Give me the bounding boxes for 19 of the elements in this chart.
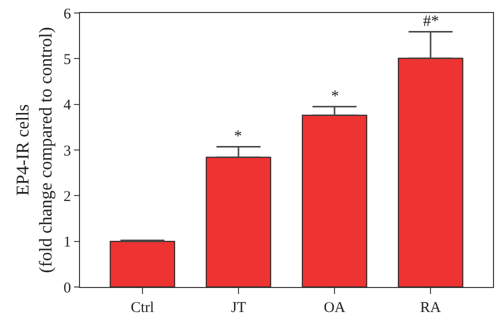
y-tick-label: 5 [64,52,71,68]
y-tick-label: 6 [64,6,72,22]
y-axis-title: EP4-IR cells (fold change compared to control) [12,27,56,273]
bar [398,58,464,287]
y-tick-label: 3 [64,143,71,160]
x-tick-label: Ctrl [130,300,154,316]
annotation: #* [423,13,439,30]
y-tick-label: 2 [64,188,71,205]
y-tick-label: 4 [64,98,72,114]
annotation: * [234,128,242,145]
x-tick-label: OA [324,300,346,316]
bar [206,156,272,287]
y-tick-label: 1 [64,234,71,251]
annotation: * [331,88,339,105]
bar [110,240,176,287]
bar [302,114,368,287]
x-tick-label: RA [420,300,442,316]
y-tick-label: 0 [64,280,71,296]
x-tick-label: JT [230,300,246,316]
